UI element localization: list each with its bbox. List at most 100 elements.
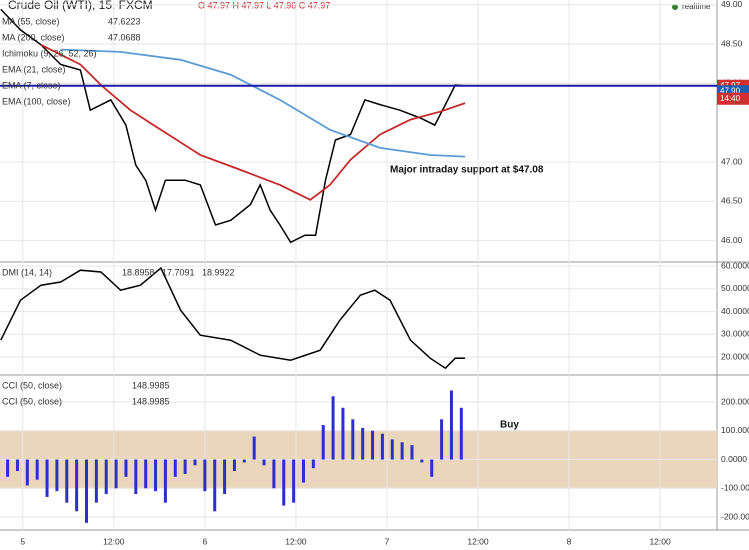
legend-entry: Ichimoku (9, 26, 52, 26) [2, 48, 97, 58]
cci-bar [55, 459, 59, 492]
indicator-value: 18.9922 [202, 267, 235, 277]
x-tick-label: 12:00 [649, 536, 671, 546]
cci-bar [430, 459, 434, 477]
cci-bar [183, 459, 187, 474]
y-tick-label: 0.0000 [721, 454, 747, 464]
x-tick-label: 6 [202, 536, 207, 546]
y-tick-label: 48.50 [721, 38, 743, 48]
legend-value: 47.6223 [108, 16, 141, 26]
indicator-value: 148.9985 [132, 380, 170, 390]
ohlc: O 47.97 H 47.97 L 47.96 C 47.97 [198, 0, 330, 10]
price-line [0, 8, 466, 244]
y-tick-label: 20.0000 [721, 351, 749, 361]
y-tick-label: 60.0000 [721, 260, 749, 270]
cci-bar [292, 459, 296, 503]
indicator-value: 17.7091 [162, 267, 195, 277]
cci-bar [282, 459, 286, 506]
cci-bar [262, 459, 266, 466]
annotation: Major intraday support at $47.08 [390, 165, 544, 176]
price-line [0, 266, 466, 370]
y-tick-label: 50.0000 [721, 283, 749, 293]
cci-bar [25, 459, 29, 486]
cci-bar [45, 459, 49, 497]
cci-bar [163, 459, 167, 503]
cci-bar [15, 459, 19, 472]
cci-bar [223, 459, 227, 495]
legend-entry: EMA (21, close) [2, 64, 66, 74]
ma-line [40, 43, 466, 201]
ma-line [60, 48, 466, 158]
y-tick-label: -100.0000 [721, 483, 749, 493]
y-tick-label: 200.0000 [721, 396, 749, 406]
cci-bar [94, 459, 98, 503]
x-tick-label: 5 [20, 536, 25, 546]
x-tick-label: 12:00 [285, 536, 307, 546]
legend-value: 47.0688 [108, 32, 141, 42]
realtime-dot [672, 4, 678, 10]
cci-bar [134, 459, 138, 495]
cci-bar [321, 425, 325, 460]
indicator-value: 148.9985 [132, 396, 170, 406]
cci-bar [351, 419, 355, 460]
cci-bar [400, 442, 404, 460]
cci-bar [410, 445, 414, 460]
realtime: realtime [682, 2, 711, 11]
x-tick-label: 12:00 [103, 536, 125, 546]
y-tick-label: 49.00 [721, 0, 743, 9]
x-tick-label: 8 [567, 536, 572, 546]
time-tag-label: 14:40 [720, 94, 741, 103]
indicator-value: 18.8958 [122, 267, 155, 277]
cci-bar [173, 459, 177, 477]
y-tick-label: 100.0000 [721, 425, 749, 435]
time-tag [717, 92, 749, 105]
cci-bar [65, 459, 69, 503]
cci-bar [311, 459, 315, 469]
cci-bar [232, 459, 236, 472]
cci-bar [124, 459, 128, 477]
cci-bar [84, 459, 88, 523]
y-tick-label: -200.0000 [721, 511, 749, 521]
cci-bar [242, 459, 246, 463]
x-tick-label: 12:00 [467, 536, 489, 546]
cci-bar [420, 459, 424, 463]
cci-bar [75, 459, 79, 512]
y-tick-label: 40.0000 [721, 306, 749, 316]
cci-bar [213, 459, 217, 512]
legend-entry: EMA (100, close) [2, 96, 71, 106]
cci-bar [144, 459, 148, 489]
indicator-label: DMI (14, 14) [2, 267, 52, 277]
cci-bar [440, 419, 444, 460]
cci-bar [390, 439, 394, 460]
cci-bar [252, 436, 256, 460]
cci-bar [371, 430, 375, 460]
cci-bar [104, 459, 108, 495]
cci-bar [361, 427, 365, 460]
y-tick-label: 30.0000 [721, 329, 749, 339]
cci-bar [272, 459, 276, 489]
annotation: Buy [500, 420, 519, 431]
x-tick-label: 7 [385, 536, 390, 546]
cci-bar [114, 459, 118, 489]
cci-bar [301, 459, 305, 483]
symbol-title: Crude Oil (WTI), 15, FXCM [8, 0, 153, 12]
legend-entry: EMA (7, close) [2, 80, 61, 90]
legend-entry: MA (200, close) [2, 32, 65, 42]
cci-bar [35, 459, 39, 480]
cci-bar [449, 390, 453, 460]
y-tick-label: 46.00 [721, 235, 743, 245]
indicator-label: CCI (50, close) [2, 396, 62, 406]
cci-bar [459, 407, 463, 460]
cci-bar [6, 459, 10, 477]
price-tag-label: 47.90 [720, 86, 741, 95]
cci-bar [203, 459, 207, 492]
cci-bar [331, 396, 335, 460]
cci-bar [341, 407, 345, 460]
y-tick-label: 46.50 [721, 196, 743, 206]
cci-bar [380, 433, 384, 460]
legend-entry: MA (55, close) [2, 16, 60, 26]
cci-bar [193, 459, 197, 466]
indicator-label: CCI (50, close) [2, 380, 62, 390]
cci-bar [154, 459, 158, 492]
y-tick-label: 47.00 [721, 156, 743, 166]
